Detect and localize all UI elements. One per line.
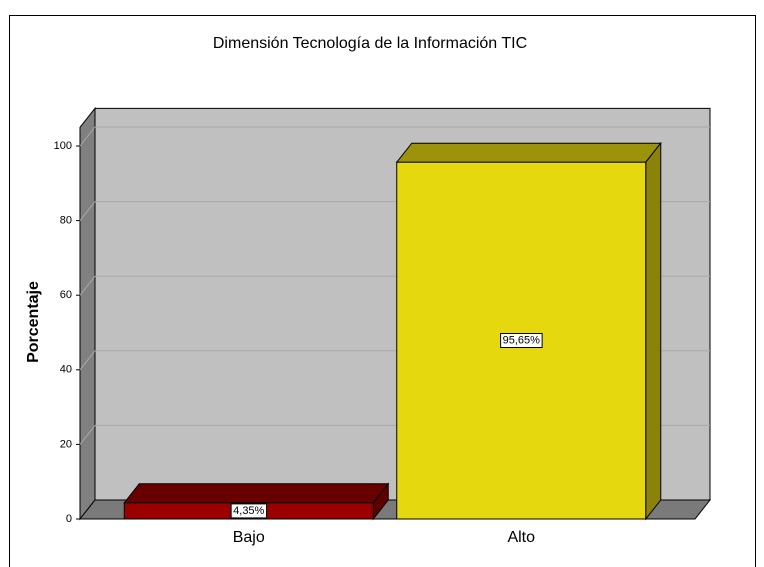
grid-line xyxy=(79,275,96,296)
bar-top xyxy=(395,142,662,163)
grid-line xyxy=(79,350,96,371)
y-tick-label: 20 xyxy=(60,438,72,450)
x-tick-label: Bajo xyxy=(233,529,265,546)
x-tick-label: Alto xyxy=(507,529,535,546)
y-tick-label: 60 xyxy=(60,289,72,301)
grid-line xyxy=(79,201,96,221)
data-label-box xyxy=(230,503,268,519)
grid-line xyxy=(79,425,96,445)
y-tick-label: 100 xyxy=(54,140,72,152)
grid-line xyxy=(79,126,96,147)
y-tick-label: 0 xyxy=(66,513,72,525)
bar-top xyxy=(123,483,390,504)
data-label: 95,65% xyxy=(503,335,541,347)
chart-title: Dimensión Tecnología de la Información T… xyxy=(213,35,527,52)
data-label: 4,35% xyxy=(233,505,264,517)
left-wall xyxy=(79,106,96,521)
bar-side xyxy=(645,141,662,521)
y-tick-label: 80 xyxy=(60,215,72,227)
y-axis-label: Porcentaje xyxy=(25,281,42,363)
data-label-box xyxy=(500,333,543,349)
y-tick-label: 40 xyxy=(60,364,72,376)
